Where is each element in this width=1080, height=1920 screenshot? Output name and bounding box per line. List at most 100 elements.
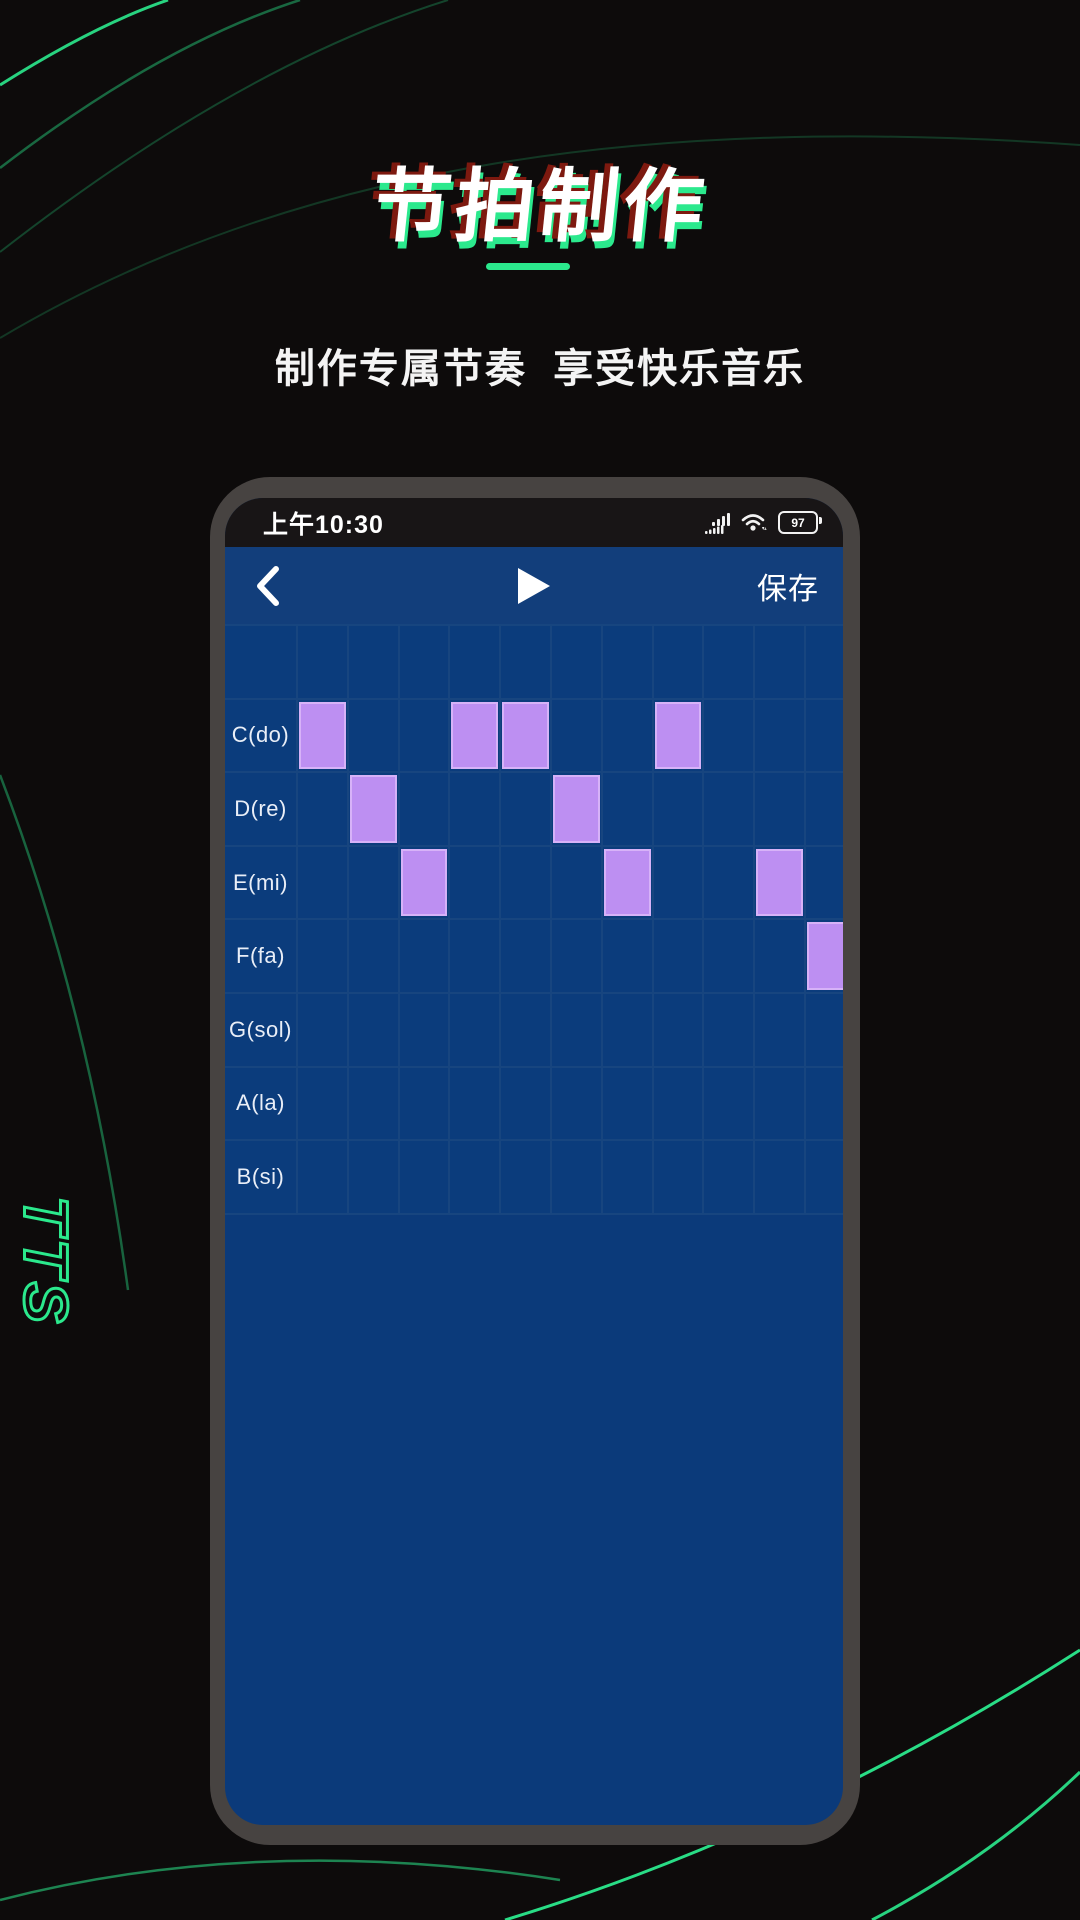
grid-cell[interactable] bbox=[551, 846, 603, 921]
grid-cell[interactable] bbox=[653, 993, 705, 1068]
grid-cell[interactable] bbox=[755, 699, 806, 774]
grid-cell[interactable] bbox=[653, 699, 705, 774]
grid-cell[interactable] bbox=[399, 773, 451, 847]
grid-cell[interactable] bbox=[805, 994, 843, 1068]
note-block[interactable] bbox=[349, 775, 397, 843]
grid-cell[interactable] bbox=[399, 993, 451, 1068]
grid-cell[interactable] bbox=[704, 993, 756, 1068]
grid-cell[interactable] bbox=[298, 920, 349, 994]
grid-cell[interactable] bbox=[551, 1067, 603, 1142]
grid-cell[interactable] bbox=[501, 1141, 552, 1215]
grid-cell[interactable] bbox=[551, 920, 603, 994]
grid-cell[interactable] bbox=[348, 1067, 400, 1142]
grid-cell[interactable] bbox=[551, 1141, 603, 1215]
grid-cell[interactable] bbox=[653, 1141, 705, 1215]
grid-cell[interactable] bbox=[602, 773, 654, 847]
grid-cell[interactable] bbox=[501, 773, 552, 847]
grid-cell[interactable] bbox=[399, 626, 451, 700]
grid-cell[interactable] bbox=[450, 846, 502, 921]
grid-cell[interactable] bbox=[653, 773, 705, 847]
grid-cell[interactable] bbox=[450, 920, 502, 994]
play-button[interactable] bbox=[517, 567, 551, 605]
grid-cell[interactable] bbox=[298, 773, 349, 847]
note-block[interactable] bbox=[603, 848, 651, 917]
grid-cell[interactable] bbox=[501, 626, 552, 700]
grid-cell[interactable] bbox=[450, 699, 502, 774]
grid-cell[interactable] bbox=[501, 920, 552, 994]
grid-cell[interactable] bbox=[805, 1068, 843, 1142]
grid-cell[interactable] bbox=[805, 626, 843, 700]
grid-cell[interactable] bbox=[704, 920, 756, 994]
grid-cell[interactable] bbox=[602, 846, 654, 921]
grid-cell[interactable] bbox=[805, 773, 843, 847]
save-button[interactable]: 保存 bbox=[757, 572, 819, 606]
grid-cell[interactable] bbox=[450, 1141, 502, 1215]
grid-cell[interactable] bbox=[755, 626, 806, 700]
grid-cell[interactable] bbox=[755, 846, 806, 921]
back-button[interactable] bbox=[255, 565, 285, 606]
grid-cell[interactable] bbox=[501, 699, 552, 774]
note-block[interactable] bbox=[451, 701, 499, 770]
grid-cell[interactable] bbox=[704, 1067, 756, 1142]
note-block[interactable] bbox=[756, 848, 803, 917]
grid-cell[interactable] bbox=[653, 626, 705, 700]
grid-cell[interactable] bbox=[805, 920, 843, 994]
grid-cell[interactable] bbox=[755, 993, 806, 1068]
grid-cell[interactable] bbox=[602, 699, 654, 774]
grid-cell[interactable] bbox=[450, 773, 502, 847]
grid-cell[interactable] bbox=[551, 773, 603, 847]
grid-cell[interactable] bbox=[551, 699, 603, 774]
grid-cell[interactable] bbox=[501, 1067, 552, 1142]
grid-cell[interactable] bbox=[348, 993, 400, 1068]
grid-cell[interactable] bbox=[501, 846, 552, 921]
grid-cell[interactable] bbox=[755, 920, 806, 994]
grid-cell[interactable] bbox=[298, 1141, 349, 1215]
grid-cell[interactable] bbox=[348, 920, 400, 994]
grid-cell[interactable] bbox=[399, 846, 451, 921]
grid-cell[interactable] bbox=[653, 846, 705, 921]
grid-cell[interactable] bbox=[805, 700, 843, 774]
grid-cell[interactable] bbox=[348, 1141, 400, 1215]
grid-cell[interactable] bbox=[704, 626, 756, 700]
grid-cell[interactable] bbox=[602, 993, 654, 1068]
note-block[interactable] bbox=[654, 701, 702, 770]
grid-cell[interactable] bbox=[653, 1067, 705, 1142]
grid-cell[interactable] bbox=[653, 920, 705, 994]
grid-cell[interactable] bbox=[704, 846, 756, 921]
grid-cell[interactable] bbox=[399, 1141, 451, 1215]
note-block[interactable] bbox=[299, 701, 346, 770]
grid-cell[interactable] bbox=[298, 846, 349, 921]
grid-cell[interactable] bbox=[298, 1067, 349, 1142]
grid-cell[interactable] bbox=[450, 626, 502, 700]
grid-cell[interactable] bbox=[602, 1141, 654, 1215]
grid-cell[interactable] bbox=[348, 846, 400, 921]
grid-cell[interactable] bbox=[399, 920, 451, 994]
grid-cell[interactable] bbox=[602, 626, 654, 700]
grid-cell[interactable] bbox=[805, 1141, 843, 1215]
grid-cell[interactable] bbox=[602, 920, 654, 994]
grid-cell[interactable] bbox=[348, 773, 400, 847]
grid-cell[interactable] bbox=[755, 773, 806, 847]
grid-cell[interactable] bbox=[704, 1141, 756, 1215]
grid-cell[interactable] bbox=[298, 626, 349, 700]
grid-cell[interactable] bbox=[348, 626, 400, 700]
grid-cell[interactable] bbox=[551, 993, 603, 1068]
grid-cell[interactable] bbox=[450, 993, 502, 1068]
note-block[interactable] bbox=[806, 922, 843, 990]
note-block[interactable] bbox=[400, 848, 448, 917]
grid-cell[interactable] bbox=[399, 1067, 451, 1142]
grid-cell[interactable] bbox=[805, 847, 843, 921]
grid-cell[interactable] bbox=[602, 1067, 654, 1142]
grid-cell[interactable] bbox=[551, 626, 603, 700]
grid-cell[interactable] bbox=[298, 993, 349, 1068]
grid-cell[interactable] bbox=[755, 1067, 806, 1142]
grid-cell[interactable] bbox=[501, 993, 552, 1068]
grid-cell[interactable] bbox=[755, 1141, 806, 1215]
grid-cell[interactable] bbox=[298, 699, 349, 774]
grid-cell[interactable] bbox=[399, 699, 451, 774]
note-block[interactable] bbox=[552, 775, 600, 843]
grid-cell[interactable] bbox=[704, 699, 756, 774]
grid-cell[interactable] bbox=[348, 699, 400, 774]
grid-cell[interactable] bbox=[704, 773, 756, 847]
grid-cell[interactable] bbox=[450, 1067, 502, 1142]
